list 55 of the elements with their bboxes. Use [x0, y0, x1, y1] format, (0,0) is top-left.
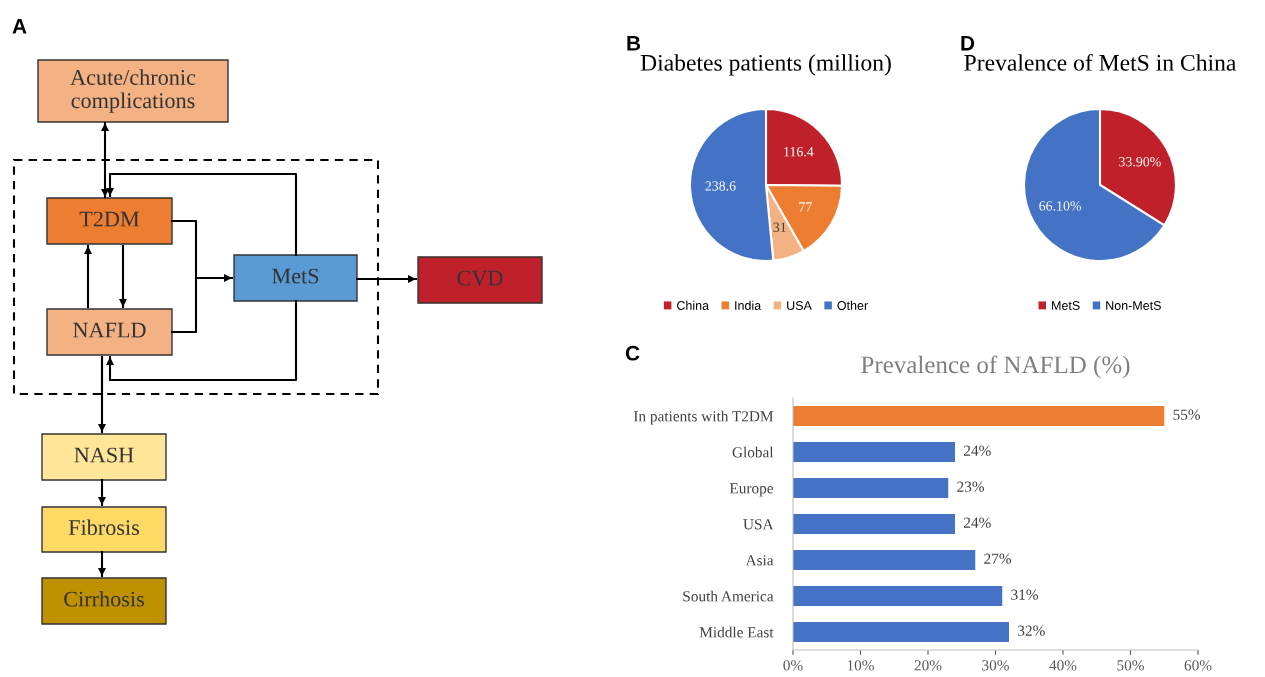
- category-label: Cirrhosis: [64, 590, 144, 607]
- y-tick-label: Europe: [729, 483, 774, 497]
- y-tick-label: South America: [683, 590, 774, 602]
- y-tick-label: Middle East: [699, 626, 774, 638]
- data-label: 23%: [957, 481, 985, 492]
- data-label: 55%: [1173, 409, 1201, 420]
- legend-label: MetS: [1052, 301, 1080, 310]
- x-tick-label: 0%: [783, 660, 803, 671]
- text: D: [961, 36, 975, 51]
- bar: [793, 550, 976, 570]
- text: A: [12, 19, 27, 34]
- legend-label: Non-MetS: [1106, 301, 1161, 310]
- category-label: MetS: [272, 268, 319, 284]
- x-tick-label: 30%: [982, 660, 1009, 671]
- data-label: 238.6: [705, 181, 736, 191]
- data-label: 77: [799, 202, 812, 212]
- bar: [793, 622, 1009, 642]
- data-label: 33.90%: [1119, 157, 1161, 167]
- category-label: NASH: [74, 447, 134, 463]
- legend-label: India: [735, 300, 762, 310]
- y-tick-label: USA: [743, 519, 774, 530]
- category-label: Fibrosis: [68, 519, 140, 536]
- y-tick-label: In patients with T2DM: [633, 410, 774, 425]
- bar: [793, 442, 955, 462]
- data-label: 24%: [964, 517, 991, 528]
- y-tick-label: Global: [732, 446, 774, 458]
- bar: [793, 406, 1165, 426]
- chart-title: Prevalence of NAFLD (%): [861, 355, 1130, 379]
- x-tick-label: 60%: [1184, 660, 1212, 671]
- bar: [793, 478, 949, 498]
- bar: [793, 586, 1003, 606]
- x-tick-label: 20%: [914, 660, 942, 671]
- category-label: Acute/chronic complications: [70, 69, 196, 113]
- x-tick-label: 40%: [1049, 660, 1077, 671]
- x-tick-label: 50%: [1117, 660, 1144, 671]
- data-label: 116.4: [784, 147, 814, 157]
- legend-label: China: [677, 300, 710, 310]
- chart-title: Prevalence of MetS in China: [964, 53, 1237, 71]
- category-label: T2DM: [79, 211, 140, 227]
- legend-label: USA: [787, 301, 812, 310]
- text: B: [627, 36, 641, 51]
- legend-label: Other: [837, 300, 868, 310]
- data-label: 27%: [984, 553, 1012, 564]
- data-label: 31: [773, 222, 786, 232]
- data-label: 24%: [964, 445, 991, 456]
- text: C: [625, 345, 640, 361]
- data-label: 66.10%: [1039, 201, 1082, 211]
- category-label: NAFLD: [73, 322, 146, 338]
- x-tick-label: 10%: [847, 660, 874, 671]
- category-label: CVD: [457, 270, 503, 286]
- bar: [793, 514, 955, 534]
- chart-title: Diabetes patients (million): [640, 54, 891, 76]
- y-tick-label: Asia: [745, 555, 774, 566]
- data-label: 32%: [1018, 625, 1045, 636]
- data-label: 31%: [1011, 589, 1039, 600]
